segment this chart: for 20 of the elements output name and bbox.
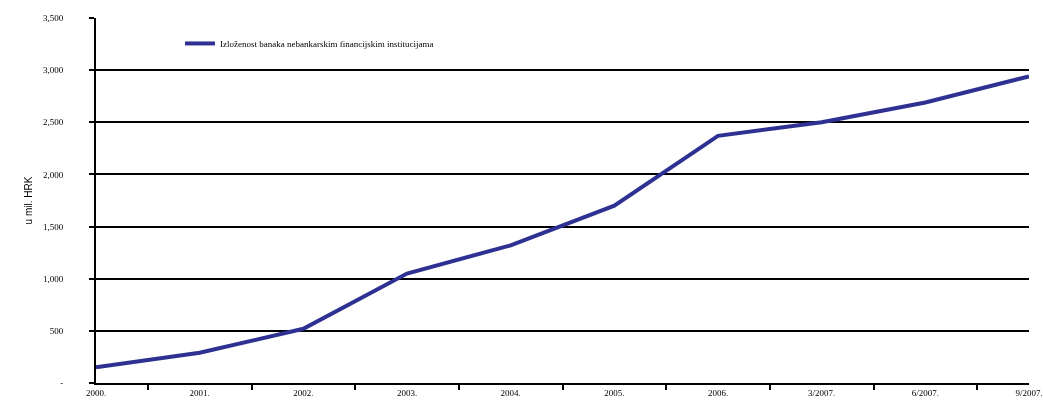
- x-tick-label: 2002.: [293, 387, 314, 398]
- x-tick-label: 3/2007.: [808, 387, 836, 398]
- y-tick-label: 2,500: [42, 117, 64, 128]
- y-tick-label: 500: [49, 326, 64, 337]
- x-tick-label: 2001.: [189, 387, 210, 398]
- x-tick-label: 2003.: [396, 387, 418, 398]
- y-tick-label: 2,000: [42, 169, 64, 180]
- x-tick-label: 2005.: [604, 387, 625, 398]
- y-axis-title: u mil. HRK: [23, 176, 35, 225]
- x-tick-label: 2004.: [500, 387, 521, 398]
- x-tick-label: 9/2007.: [1015, 387, 1043, 398]
- y-tick-label: 3,500: [42, 13, 64, 24]
- x-tick-label: 2000.: [85, 387, 107, 398]
- y-tick-label: 3,000: [42, 65, 64, 76]
- x-tick-label: 6/2007.: [911, 387, 939, 398]
- y-tick-label: 1,000: [42, 273, 64, 284]
- y-tick-label: 1,500: [42, 221, 64, 232]
- y-tick-label: -: [60, 378, 64, 389]
- x-tick-label: 2006.: [707, 387, 729, 398]
- legend-label: Izloženost banaka nebankarskim financijskim institucijama: [219, 38, 434, 49]
